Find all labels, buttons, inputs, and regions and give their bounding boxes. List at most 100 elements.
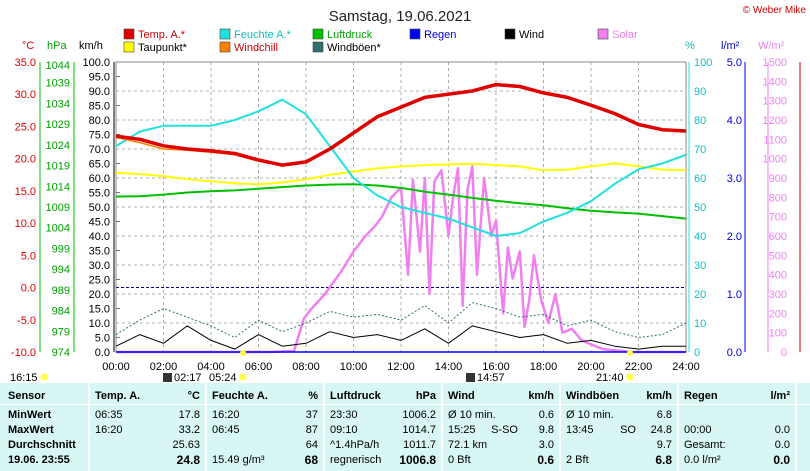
legend-swatch [219,41,231,53]
table-divider [795,383,797,471]
pressure-tick-label: 1009 [46,202,70,214]
axes: 35.0 30.0 25.0 20.0 15.0 10.0 5.0 0.0 -5.0 -10.0 1… [11,57,801,359]
sunset-time: 21:40 [596,372,624,382]
solar-tick-label: 300 [769,289,787,301]
humidity-tick-label: 30 [694,260,706,272]
table-cell-rain: 0.0 [773,453,790,467]
wind-unit-label: km/h [79,40,103,52]
x-tick-label: 16:00 [482,361,510,373]
solar-tick-label: 100 [769,328,787,340]
sun-moon-markers: 16:15 02:17 05:24 14:57 21:40 [10,350,634,384]
legend: Temp. A.* Feuchte A.* Luftdruck Regen Wind So… [123,28,638,54]
x-tick-label: 22:00 [625,361,653,373]
sunrise-icon [239,373,247,381]
table-cell-wind-lbl: 15:25 [448,424,476,436]
statistics-table: Sensor Temp. A. °C Feuchte A. % Luftdruc… [0,383,810,471]
table-divider [0,404,810,405]
humidity-tick-label: 100 [694,57,712,69]
table-cell-hum: 37 [305,409,318,421]
table-cell-temp: 25.63 [172,439,200,451]
table-cell-gust: 24.8 [650,424,672,436]
humidity-tick-label: 40 [694,231,706,243]
x-tick-label: 06:00 [245,361,273,373]
table-cell-pres-time: regnerisch [330,454,382,466]
table-cell-label: MaxWert [8,424,54,436]
x-tick-label: 20:00 [577,361,605,373]
x-tick-label: 00:00 [102,361,130,373]
table-cell-gust: 6.8 [656,409,672,421]
table-cell-pres: 1006.8 [399,453,436,467]
wind-tick-label: 35.0 [89,246,110,258]
table-cell-temp-time: 16:20 [95,424,123,436]
legend-label: Taupunkt* [138,42,188,54]
solar-tick-label: 200 [769,308,787,320]
table-cell-rain: 0.0 [774,439,790,451]
table-cell-gust: 9.7 [656,439,672,451]
table-cell-gust-dir: SO [620,424,636,436]
table-cell-label: MinWert [8,409,52,421]
pressure-tick-label: 1024 [46,140,70,152]
rain-tick-label: 5.0 [727,57,742,69]
pressure-tick-label: 979 [52,326,70,338]
solar-tick-label: 700 [769,212,787,224]
humidity-tick-label: 50 [694,202,706,214]
pressure-tick-label: 1039 [46,78,70,90]
table-divider [205,383,207,471]
series-solar-line [116,165,686,354]
table-cell-wind-lbl: 72.1 km [448,439,488,451]
table-cell-wind: 3.0 [538,439,554,451]
temp-tick-label: 0.0 [21,283,36,295]
wind-tick-label: 55.0 [89,188,110,200]
x-tick-label: 24:00 [672,361,700,373]
table-cell-hum-time: 06:45 [212,424,240,436]
wind-tick-label: 25.0 [89,275,110,287]
wind-tick-label: 85.0 [89,101,110,113]
header-pressure: Luftdruck [330,390,381,402]
table-cell-wind: 0.6 [538,409,554,421]
table-cell-temp: 17.8 [178,409,200,421]
legend-label: Windböen* [327,42,382,54]
solar-tick-label: 1200 [763,115,787,127]
humidity-tick-label: 80 [694,115,706,127]
temp-tick-label: 10.0 [15,218,36,230]
table-cell-pres-time: ^1.4hPa/h [330,439,380,451]
left-time-label: 16:15 [10,372,38,382]
wind-tick-label: 0.0 [95,347,110,359]
table-cell-pres-time: 23:30 [330,409,358,421]
chart-svg: Samstag, 19.06.2021 © Weber Mike Temp. A… [10,5,807,384]
series-feuchtea-line [115,98,687,237]
header-rain-unit: l/m² [770,390,790,402]
weather-chart: Samstag, 19.06.2021 © Weber Mike Temp. A… [10,5,807,384]
table-divider [88,383,90,471]
x-tick-label: 18:00 [530,361,558,373]
sun-marker-icon [40,373,48,381]
table-cell-temp: 24.8 [176,453,200,467]
humidity-tick-label: 90 [694,86,706,98]
pressure-tick-label: 1014 [46,181,70,193]
legend-swatch [312,41,324,53]
temp-tick-label: 5.0 [21,250,36,262]
header-gust: Windböen [566,390,620,402]
chart-title: Samstag, 19.06.2021 [329,8,472,25]
humidity-tick-label: 10 [694,318,706,330]
moonrise-icon [163,373,172,382]
x-tick-label: 08:00 [292,361,320,373]
pressure-tick-label: 1004 [46,223,70,235]
x-tick-label: 04:00 [197,361,225,373]
rain-tick-label: 1.0 [727,289,742,301]
solar-tick-label: 1400 [763,76,787,88]
copyright-label: © Weber Mike [743,5,807,16]
legend-swatch [123,41,135,53]
table-cell-hum: 87 [305,424,318,436]
table-cell-gust: 6.8 [655,453,672,467]
temp-tick-label: 15.0 [15,186,36,198]
table-cell-rain: 0.0 [774,424,790,436]
humidity-tick-label: 70 [694,144,706,156]
header-gust-unit: km/h [646,390,672,402]
x-tick-labels: 00:00 02:00 04:00 06:00 08:00 10:00 12:00 14:00… [102,361,700,373]
sunrise-time: 05:24 [209,372,237,382]
legend-swatch [219,28,231,40]
solar-tick-label: 400 [769,270,787,282]
moonset-icon [466,373,475,382]
series-luftdruck-line [115,183,687,220]
